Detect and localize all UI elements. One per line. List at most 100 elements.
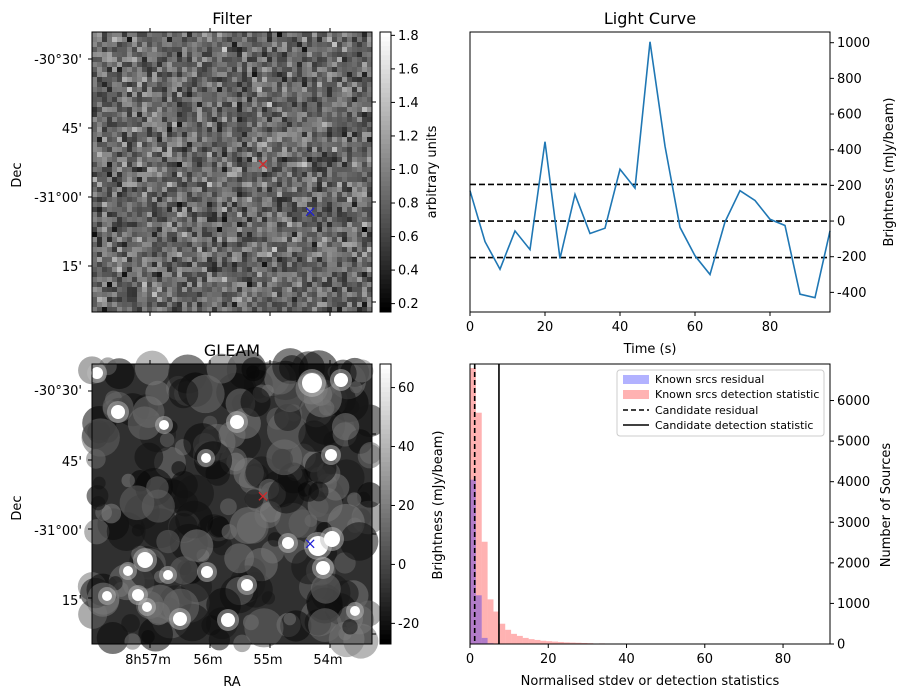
- noise-pixel: [317, 122, 323, 128]
- noise-pixel: [327, 307, 333, 313]
- noise-pixel: [112, 82, 118, 88]
- noise-pixel: [167, 267, 173, 273]
- noise-pixel: [232, 107, 238, 113]
- noise-pixel: [332, 277, 338, 283]
- noise-pixel: [147, 137, 153, 143]
- noise-pixel: [307, 297, 313, 303]
- noise-pixel: [97, 227, 103, 233]
- noise-pixel: [287, 72, 293, 78]
- noise-pixel: [357, 262, 363, 268]
- noise-pixel: [352, 177, 358, 183]
- noise-pixel: [262, 157, 268, 163]
- noise-pixel: [152, 137, 158, 143]
- noise-pixel: [272, 47, 278, 53]
- noise-pixel: [117, 262, 123, 268]
- noise-pixel: [302, 237, 308, 243]
- noise-pixel: [97, 257, 103, 263]
- noise-pixel: [277, 157, 283, 163]
- noise-pixel: [122, 287, 128, 293]
- noise-pixel: [337, 292, 343, 298]
- noise-pixel: [192, 57, 198, 63]
- noise-pixel: [187, 72, 193, 78]
- noise-pixel: [177, 167, 183, 173]
- noise-pixel: [167, 77, 173, 83]
- noise-pixel: [322, 157, 328, 163]
- noise-pixel: [232, 82, 238, 88]
- noise-pixel: [97, 222, 103, 228]
- noise-pixel: [332, 42, 338, 48]
- noise-pixel: [357, 102, 363, 108]
- noise-pixel: [162, 107, 168, 113]
- noise-pixel: [207, 102, 213, 108]
- noise-pixel: [317, 287, 323, 293]
- noise-pixel: [107, 127, 113, 133]
- noise-pixel: [117, 172, 123, 178]
- noise-pixel: [362, 287, 368, 293]
- noise-pixel: [282, 262, 288, 268]
- noise-pixel: [327, 52, 333, 58]
- noise-pixel: [222, 87, 228, 93]
- noise-pixel: [352, 32, 358, 38]
- noise-pixel: [302, 147, 308, 153]
- colorbar-band: [380, 392, 391, 398]
- noise-pixel: [192, 237, 198, 243]
- noise-pixel: [252, 182, 258, 188]
- noise-pixel: [197, 252, 203, 258]
- noise-pixel: [272, 277, 278, 283]
- noise-pixel: [317, 52, 323, 58]
- noise-pixel: [252, 217, 258, 223]
- noise-pixel: [247, 167, 253, 173]
- noise-pixel: [317, 292, 323, 298]
- noise-pixel: [302, 122, 308, 128]
- noise-pixel: [207, 267, 213, 273]
- noise-pixel: [367, 282, 373, 288]
- noise-pixel: [122, 232, 128, 238]
- colorbar-band: [380, 630, 391, 636]
- noise-pixel: [122, 37, 128, 43]
- noise-pixel: [292, 192, 298, 198]
- noise-pixel: [322, 192, 328, 198]
- image-ticks: [88, 28, 376, 316]
- noise-pixel: [172, 82, 178, 88]
- noise-pixel: [242, 172, 248, 178]
- noise-pixel: [167, 42, 173, 48]
- noise-pixel: [297, 92, 303, 98]
- noise-pixel: [222, 142, 228, 148]
- noise-pixel: [227, 52, 233, 58]
- noise-pixel: [97, 67, 103, 73]
- noise-pixel: [142, 152, 148, 158]
- noise-pixel: [182, 277, 188, 283]
- noise-pixel: [182, 182, 188, 188]
- noise-pixel: [337, 217, 343, 223]
- noise-pixel: [312, 77, 318, 83]
- noise-pixel: [272, 42, 278, 48]
- noise-pixel: [267, 97, 273, 103]
- noise-pixel: [272, 212, 278, 218]
- noise-pixel: [252, 112, 258, 118]
- noise-pixel: [167, 282, 173, 288]
- noise-pixel: [317, 222, 323, 228]
- noise-pixel: [327, 272, 333, 278]
- noise-pixel: [317, 142, 323, 148]
- noise-pixel: [117, 97, 123, 103]
- noise-pixel: [92, 137, 98, 143]
- noise-pixel: [172, 287, 178, 293]
- noise-pixel: [112, 147, 118, 153]
- noise-pixel: [332, 217, 338, 223]
- noise-pixel: [147, 182, 153, 188]
- noise-pixel: [362, 262, 368, 268]
- noise-pixel: [277, 247, 283, 253]
- colorbar-band: [380, 190, 391, 196]
- noise-pixel: [172, 227, 178, 233]
- noise-pixel: [207, 137, 213, 143]
- noise-pixel: [232, 167, 238, 173]
- noise-pixel: [167, 187, 173, 193]
- noise-pixel: [97, 62, 103, 68]
- noise-pixel: [172, 212, 178, 218]
- noise-pixel: [337, 67, 343, 73]
- noise-pixel: [192, 177, 198, 183]
- noise-pixel: [222, 197, 228, 203]
- histogram-bar: [558, 641, 564, 644]
- noise-pixel: [252, 187, 258, 193]
- noise-pixel: [192, 142, 198, 148]
